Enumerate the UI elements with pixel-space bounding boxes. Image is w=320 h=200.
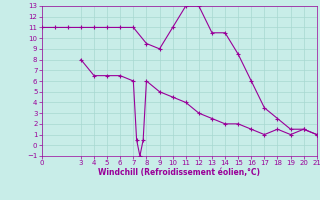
X-axis label: Windchill (Refroidissement éolien,°C): Windchill (Refroidissement éolien,°C) bbox=[98, 168, 260, 177]
